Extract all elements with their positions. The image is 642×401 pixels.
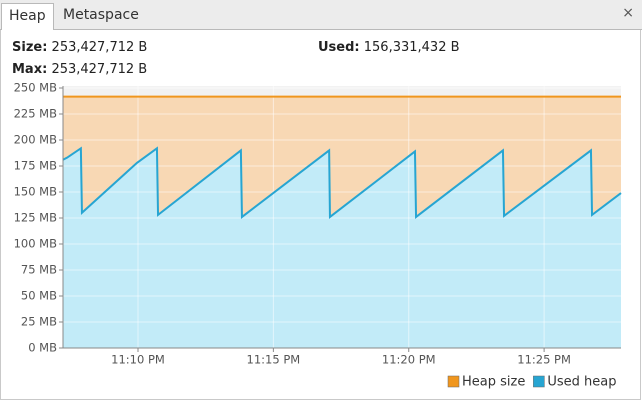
x-tick-label: 11:25 PM bbox=[517, 353, 571, 367]
stat: Max: 253,427,712 B bbox=[12, 62, 147, 77]
stat: Used: 156,331,432 B bbox=[318, 40, 460, 55]
legend-swatch bbox=[533, 375, 545, 388]
tab[interactable]: Metaspace bbox=[63, 7, 139, 23]
y-tick-label: 125 MB bbox=[14, 211, 58, 225]
legend-label: Used heap bbox=[547, 375, 616, 390]
y-tick-label: 0 MB bbox=[28, 341, 57, 355]
stat-label: Size: bbox=[12, 40, 48, 55]
line bbox=[62, 146, 622, 219]
legend-label: Heap size bbox=[462, 375, 525, 390]
y-tick-label: 200 MB bbox=[14, 133, 58, 147]
stat-value: 253,427,712 B bbox=[51, 40, 148, 55]
tab[interactable]: Heap bbox=[1, 3, 54, 30]
area bbox=[63, 148, 621, 348]
y-tick-label: 150 MB bbox=[14, 185, 58, 199]
panel bbox=[0, 30, 641, 400]
stat-value: 156,331,432 B bbox=[363, 40, 460, 55]
stat: Size: 253,427,712 B bbox=[12, 40, 147, 55]
y-tick-label: 250 MB bbox=[14, 81, 58, 95]
x-tick-label: 11:10 PM bbox=[111, 353, 165, 367]
y-tick-label: 75 MB bbox=[21, 263, 57, 277]
stat-label: Used: bbox=[318, 40, 360, 55]
legend-swatch bbox=[447, 375, 460, 388]
tab-bar: Heap Metaspace × bbox=[0, 0, 642, 30]
stat-label: Max: bbox=[12, 62, 48, 77]
y-tick-label: 175 MB bbox=[14, 159, 58, 173]
stat-value: 253,427,712 B bbox=[51, 62, 148, 77]
x-tick-label: 11:20 PM bbox=[382, 353, 436, 367]
x-tick-label: 11:15 PM bbox=[247, 353, 301, 367]
y-tick-label: 50 MB bbox=[21, 289, 57, 303]
y-tick-label: 25 MB bbox=[21, 315, 57, 329]
y-tick-label: 100 MB bbox=[14, 237, 58, 251]
y-tick-label: 225 MB bbox=[14, 107, 58, 121]
close-button[interactable]: × bbox=[622, 5, 634, 21]
